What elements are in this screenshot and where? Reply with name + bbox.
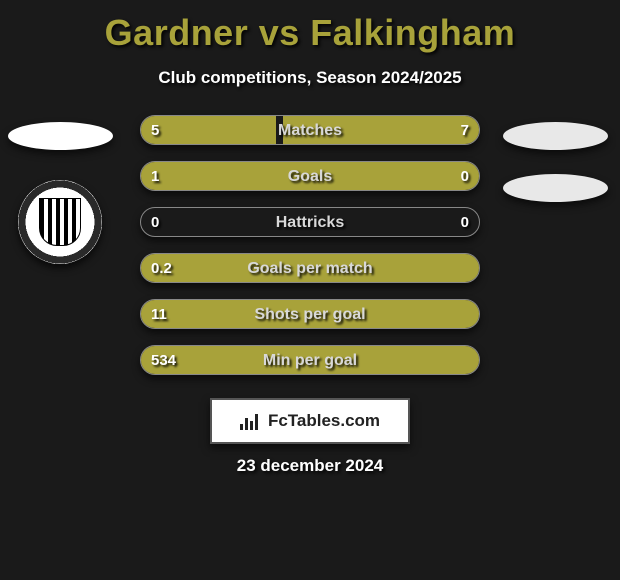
date-label: 23 december 2024: [0, 456, 620, 476]
stat-row: 10Goals: [0, 161, 620, 207]
stat-row: 57Matches: [0, 115, 620, 161]
stat-bar-container: 11Shots per goal: [140, 299, 480, 329]
stat-label: Shots per goal: [141, 300, 479, 329]
brand-text: FcTables.com: [268, 411, 380, 431]
comparison-chart: 57Matches 10Goals 00Hattricks 0.2Goals per …: [0, 115, 620, 391]
stat-bar-container: 57Matches: [140, 115, 480, 145]
stat-label: Goals per match: [141, 254, 479, 283]
stat-row: 0.2Goals per match: [0, 253, 620, 299]
subtitle: Club competitions, Season 2024/2025: [0, 68, 620, 88]
brand-chart-icon: [240, 412, 262, 430]
stat-label: Min per goal: [141, 346, 479, 375]
stat-label: Goals: [141, 162, 479, 191]
stat-bar-container: 10Goals: [140, 161, 480, 191]
stat-row: 00Hattricks: [0, 207, 620, 253]
stat-row: 11Shots per goal: [0, 299, 620, 345]
stat-label: Matches: [141, 116, 479, 145]
stat-bar-container: 534Min per goal: [140, 345, 480, 375]
stat-label: Hattricks: [141, 208, 479, 237]
page-title: Gardner vs Falkingham: [0, 0, 620, 54]
stat-row: 534Min per goal: [0, 345, 620, 391]
stat-bar-container: 0.2Goals per match: [140, 253, 480, 283]
brand-box: FcTables.com: [210, 398, 410, 444]
stat-bar-container: 00Hattricks: [140, 207, 480, 237]
